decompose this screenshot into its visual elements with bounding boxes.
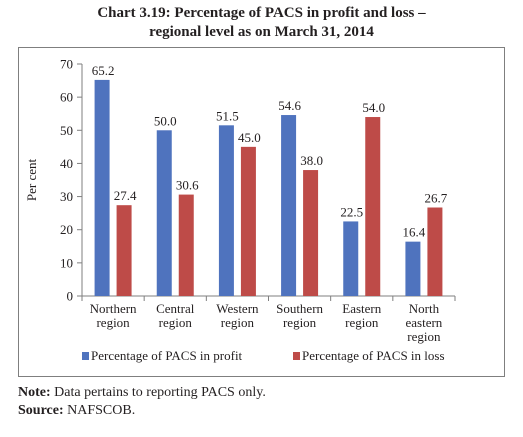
note-text: Data pertains to reporting PACS only.: [51, 385, 266, 400]
bar-loss: [365, 117, 380, 296]
data-label-profit: 65.2: [92, 63, 115, 78]
x-tick-label: eastern: [406, 315, 443, 330]
data-label-loss: 54.0: [362, 100, 385, 115]
data-label-profit: 54.6: [278, 98, 301, 113]
bar-profit: [157, 130, 172, 296]
bar-loss: [427, 208, 442, 296]
y-tick-label: 30: [60, 189, 73, 204]
source-text: NAFSCOB.: [64, 403, 136, 418]
y-tick-label: 10: [60, 255, 73, 270]
x-tick-label: region: [96, 315, 130, 330]
data-label-profit: 22.5: [340, 204, 363, 219]
x-tick-label: region: [407, 329, 441, 344]
source-label: Source:: [18, 403, 64, 418]
y-tick-label: 0: [67, 289, 74, 304]
chart-notes: Note: Data pertains to reporting PACS on…: [18, 384, 266, 420]
x-tick-label: North: [409, 301, 440, 316]
note-label: Note:: [18, 385, 51, 400]
note-line: Note: Data pertains to reporting PACS on…: [18, 384, 266, 402]
bar-profit: [281, 115, 296, 296]
bar-loss: [241, 147, 256, 296]
data-label-loss: 27.4: [114, 188, 137, 203]
y-axis-label: Per cent: [24, 158, 39, 201]
bar-profit: [405, 242, 420, 296]
x-tick-label: Southern: [276, 301, 323, 316]
data-label-loss: 26.7: [425, 191, 448, 206]
data-label-profit: 51.5: [216, 108, 239, 123]
bar-loss: [179, 195, 194, 296]
bar-profit: [343, 221, 358, 296]
x-tick-label: Western: [216, 301, 259, 316]
x-tick-label: region: [345, 315, 379, 330]
bar-loss: [303, 170, 318, 296]
legend-swatch-loss: [293, 352, 300, 360]
x-tick-label: Eastern: [342, 301, 381, 316]
bar-loss: [117, 205, 132, 296]
bar-profit: [95, 80, 110, 296]
x-tick-label: region: [283, 315, 317, 330]
legend-label-profit: Percentage of PACS in profit: [91, 348, 243, 363]
data-label-loss: 30.6: [176, 178, 199, 193]
data-label-loss: 45.0: [238, 130, 261, 145]
source-line: Source: NAFSCOB.: [18, 402, 266, 420]
x-tick-label: region: [159, 315, 193, 330]
data-label-profit: 16.4: [403, 225, 426, 240]
x-tick-label: region: [221, 315, 255, 330]
y-tick-label: 40: [60, 156, 73, 171]
bar-profit: [219, 125, 234, 296]
legend-label-loss: Percentage of PACS in loss: [302, 348, 445, 363]
x-tick-label: Central: [156, 301, 195, 316]
y-tick-label: 20: [60, 222, 73, 237]
y-tick-label: 50: [60, 123, 73, 138]
y-tick-label: 70: [60, 57, 73, 72]
legend-swatch-profit: [82, 352, 89, 360]
x-tick-label: Northern: [90, 301, 137, 316]
data-label-loss: 38.0: [300, 153, 323, 168]
y-tick-label: 60: [60, 90, 73, 105]
data-label-profit: 50.0: [154, 113, 177, 128]
